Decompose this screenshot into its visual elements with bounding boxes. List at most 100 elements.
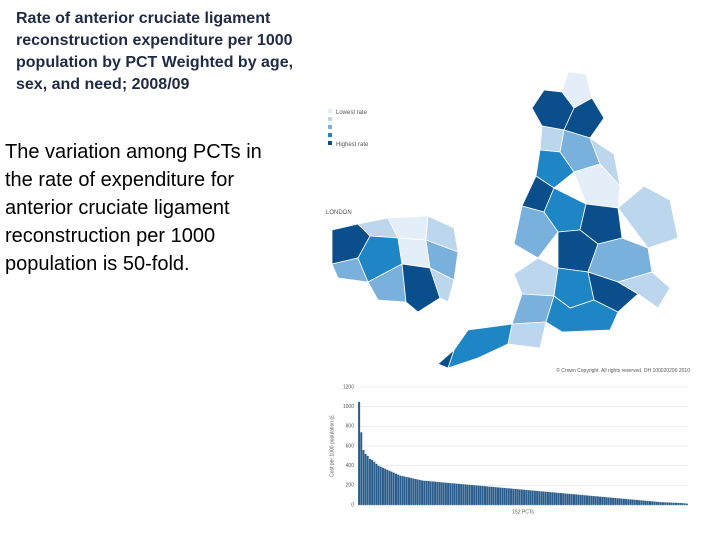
bar: [429, 481, 432, 506]
bar: [644, 500, 647, 506]
bar: [590, 495, 593, 506]
y-tick-label: 1200: [343, 384, 354, 390]
bar: [414, 478, 417, 506]
bar: [546, 491, 550, 506]
bar: [614, 497, 617, 506]
bar: [388, 470, 391, 506]
bar: [611, 497, 615, 506]
bar: [483, 486, 487, 506]
bar: [390, 471, 393, 506]
bar: [609, 497, 613, 506]
bar: [486, 486, 489, 506]
bar: [403, 476, 406, 506]
bar: [423, 480, 426, 506]
bar: [386, 469, 389, 506]
bar: [366, 455, 369, 506]
bar: [499, 487, 502, 506]
bar: [481, 485, 484, 506]
bar: [633, 499, 636, 506]
bar: [375, 463, 378, 506]
bar: [588, 495, 591, 506]
bar: [488, 486, 491, 506]
bar: [607, 497, 610, 506]
bar: [442, 482, 445, 506]
bar: [568, 493, 571, 506]
bar: [551, 492, 554, 506]
bar: [653, 501, 656, 506]
bar: [622, 498, 626, 506]
legend-swatch: [328, 109, 332, 113]
bar: [616, 498, 619, 506]
bar: [416, 479, 419, 506]
bar: [379, 466, 382, 506]
bar: [364, 453, 367, 506]
y-tick-label: 600: [346, 443, 355, 449]
legend-high: Highest rate: [336, 142, 369, 148]
legend-low: Lowest rate: [336, 110, 368, 116]
bar: [577, 494, 580, 506]
bar: [646, 500, 649, 506]
y-tick-label: 400: [346, 463, 355, 469]
bar: [575, 494, 578, 506]
bar: [444, 482, 448, 506]
bar: [635, 499, 639, 506]
bar: [631, 499, 634, 506]
bar: [592, 495, 595, 506]
bar: [520, 489, 524, 506]
bar: [496, 487, 500, 506]
bar: [585, 495, 589, 506]
slide-title: Rate of anterior cruciate ligament recon…: [16, 10, 294, 93]
bar: [559, 492, 563, 506]
bar: [494, 487, 498, 506]
bar: [446, 482, 450, 506]
bar: [459, 483, 463, 506]
bar: [468, 484, 471, 506]
bar: [620, 498, 623, 506]
y-tick-label: 800: [346, 424, 355, 430]
bar: [438, 481, 441, 506]
copyright: © Crown Copyright. All rights reserved. …: [556, 367, 690, 374]
bar: [431, 481, 435, 506]
bar: [399, 475, 402, 506]
bar: [462, 484, 465, 506]
bar: [542, 491, 545, 506]
bar: [451, 483, 454, 506]
bar: [464, 484, 467, 506]
bar: [651, 501, 654, 506]
bar: [407, 477, 411, 506]
x-axis-label: 152 PCTs: [512, 509, 534, 515]
bar: [410, 477, 413, 506]
bar: [362, 449, 365, 506]
bar: [596, 496, 600, 506]
bar: [470, 484, 474, 506]
bar: [527, 489, 530, 506]
bar: [509, 488, 513, 506]
bar: [581, 494, 584, 506]
england-map: [437, 71, 679, 369]
body-text: The variation among PCTs in the rate of …: [5, 141, 262, 275]
bar: [477, 485, 480, 506]
bar: [453, 483, 456, 506]
bar: [668, 502, 671, 506]
bar: [672, 502, 676, 506]
bar: [674, 502, 678, 506]
bar: [670, 502, 673, 506]
bar: [522, 489, 526, 506]
bar: [566, 493, 569, 506]
bar: [548, 491, 552, 506]
bar: [544, 491, 547, 506]
bar: [514, 488, 517, 506]
bar: [683, 503, 686, 506]
y-tick-label: 200: [346, 483, 355, 489]
bar: [418, 479, 422, 506]
bar: [490, 486, 493, 506]
bar: [457, 483, 461, 506]
bar: [401, 475, 404, 506]
legend-swatch: [328, 117, 332, 121]
bar: [659, 501, 663, 506]
bar: [655, 501, 658, 506]
legend-swatch: [328, 133, 332, 137]
bar: [572, 494, 576, 506]
bar: [564, 493, 567, 506]
bar: [605, 497, 608, 506]
